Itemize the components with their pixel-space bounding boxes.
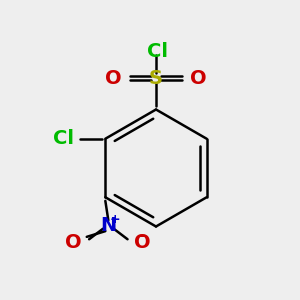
Text: O: O bbox=[65, 233, 82, 252]
Text: Cl: Cl bbox=[53, 129, 74, 148]
Text: -: - bbox=[139, 227, 145, 244]
Text: O: O bbox=[134, 233, 151, 252]
Text: N: N bbox=[100, 216, 116, 235]
Text: O: O bbox=[190, 68, 206, 88]
Text: Cl: Cl bbox=[147, 42, 168, 61]
Text: +: + bbox=[110, 213, 120, 226]
Text: S: S bbox=[149, 68, 163, 88]
Text: O: O bbox=[106, 68, 122, 88]
